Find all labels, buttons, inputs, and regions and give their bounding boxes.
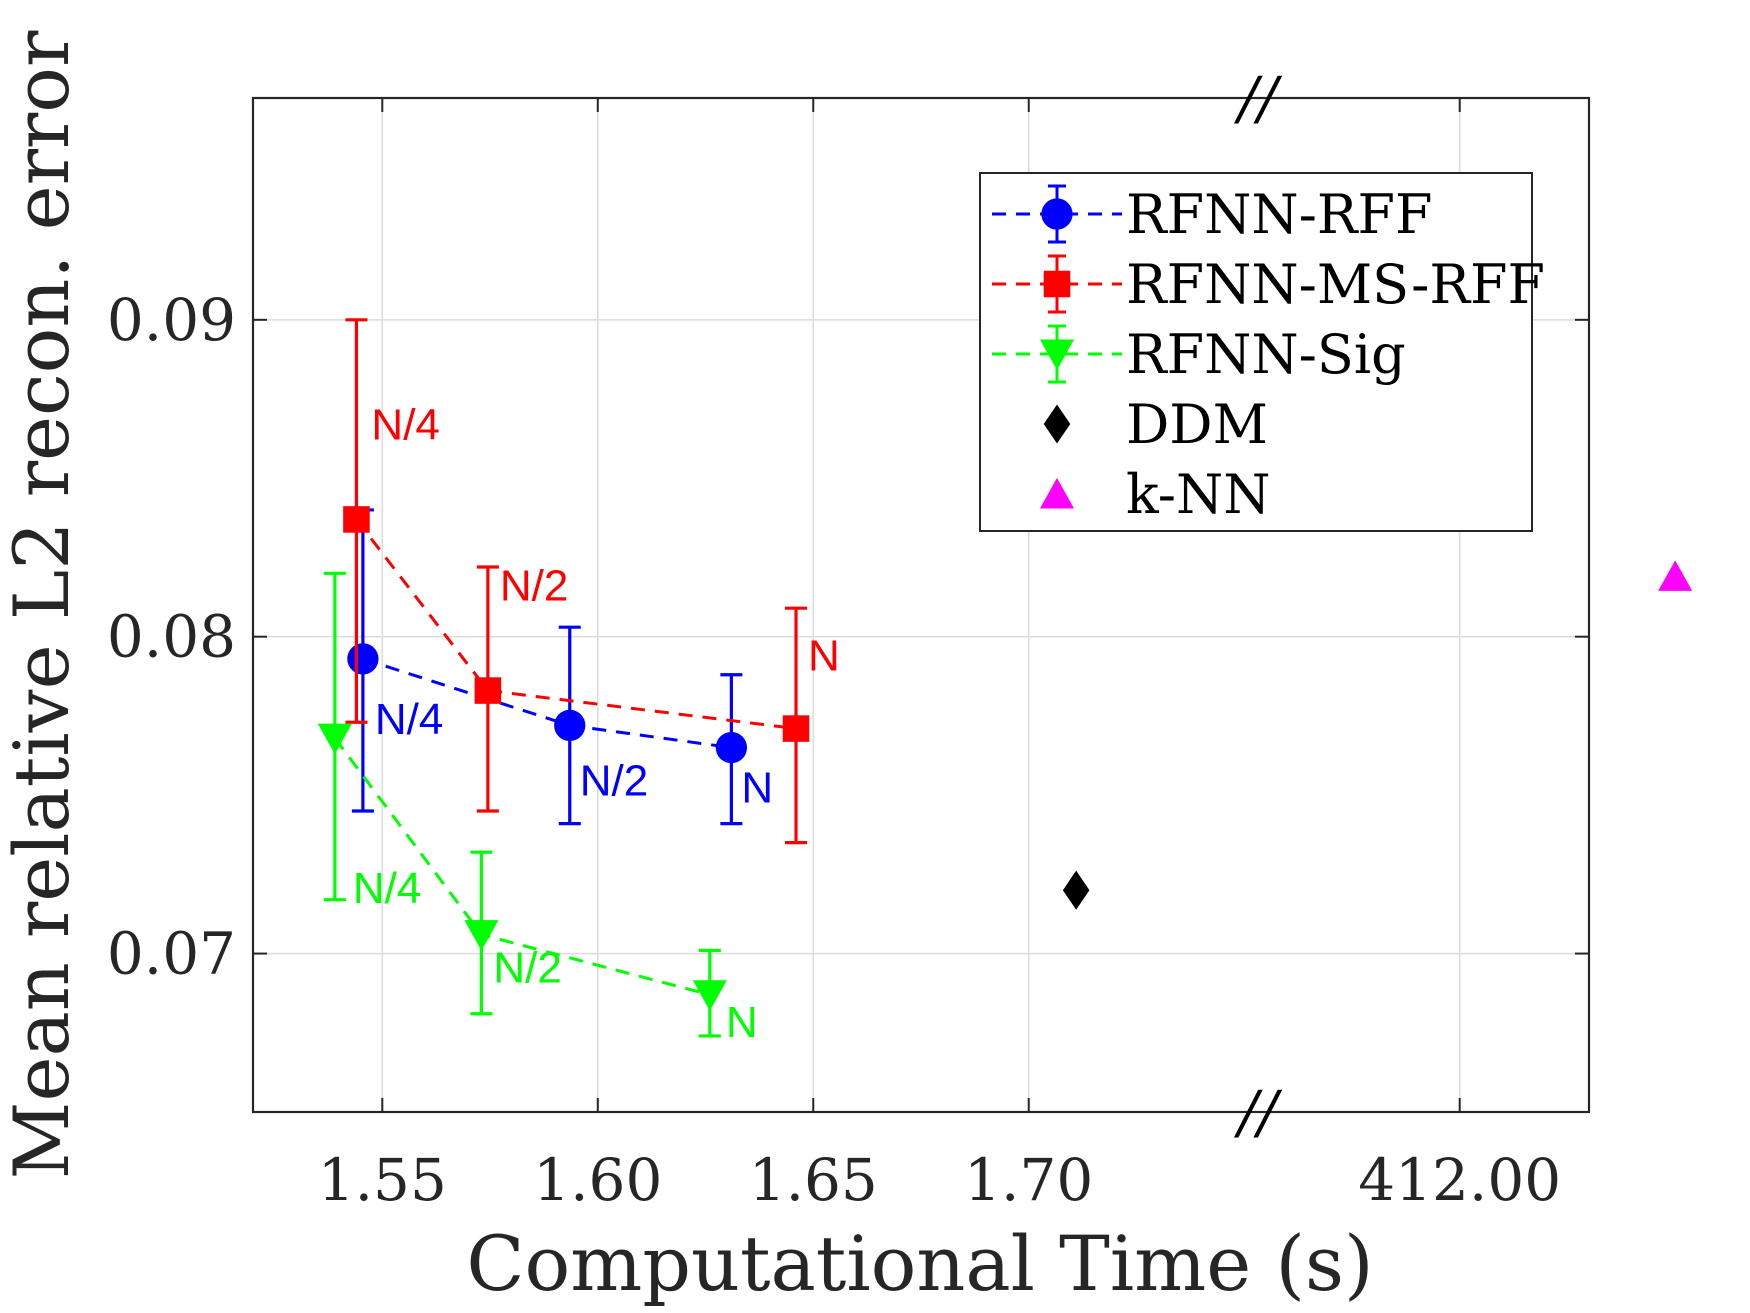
circle-marker — [715, 731, 748, 764]
legend-entry: RFNN-MS-RFF — [992, 253, 1545, 316]
point-label: N/4 — [353, 864, 421, 913]
y-axis-label: Mean relative L2 recon. error — [0, 30, 86, 1179]
x-tick-label: 1.70 — [964, 1146, 1093, 1214]
x-tick-label: 1.55 — [318, 1146, 447, 1214]
point-label: N/4 — [375, 695, 443, 744]
triangle-down-marker — [464, 920, 499, 951]
point-label: N/4 — [371, 400, 439, 449]
series-k-nn — [1658, 560, 1693, 591]
series-rfnn-sig: N/4 N/2 N — [317, 571, 758, 1047]
legend-entry: RFNN-Sig — [992, 323, 1406, 386]
point-label: N — [726, 998, 758, 1047]
legend-label: RFNN-MS-RFF — [1126, 253, 1545, 316]
square-marker — [343, 506, 370, 533]
diamond-marker — [1043, 404, 1071, 444]
series-ddm — [1062, 870, 1090, 910]
diamond-marker — [1062, 870, 1090, 910]
legend: RFNN-RFF RFNN-MS-RFF RFNN-Sig DDM k-NN — [979, 172, 1545, 532]
triangle-down-marker — [1040, 339, 1074, 371]
x-axis-label: Computational Time (s) — [466, 1219, 1373, 1308]
axis-ticks: 1.55 1.60 1.65 1.70 412.00 0.07 0.08 0.09 — [107, 98, 1589, 1214]
point-label: N/2 — [580, 756, 648, 805]
legend-entry: DDM — [1043, 393, 1268, 456]
y-tick-label: 0.09 — [107, 286, 236, 354]
axis-break-mark: // — [1233, 64, 1283, 132]
legend-label: RFNN-Sig — [1126, 323, 1406, 386]
square-marker — [474, 677, 502, 704]
legend-label: RFNN-RFF — [1126, 183, 1432, 246]
plot-frame — [251, 96, 1591, 1114]
y-tick-label: 0.08 — [107, 603, 236, 671]
triangle-down-marker — [317, 723, 352, 755]
point-label: N — [808, 632, 840, 681]
x-tick-label: 1.60 — [533, 1146, 662, 1214]
triangle-up-marker — [1040, 477, 1074, 509]
axis-break-marks: // // — [1233, 64, 1283, 1146]
circle-marker — [347, 643, 379, 675]
circle-marker — [1041, 198, 1073, 230]
x-tick-label: 412.00 — [1358, 1146, 1561, 1214]
axis-break-mark: // — [1233, 1078, 1283, 1146]
circle-marker — [554, 709, 586, 742]
square-marker — [1043, 270, 1071, 298]
point-label: N — [741, 764, 773, 813]
legend-entry: k-NN — [1040, 463, 1271, 526]
legend-entry: RFNN-RFF — [992, 183, 1432, 246]
series-layer: N/4 N/2 N N/4 N/2 N N/4 N/2 N — [317, 318, 1693, 1047]
triangle-up-marker — [1658, 560, 1693, 591]
series-rfnn-rff: N/4 N/2 N — [347, 508, 773, 826]
legend-label: DDM — [1126, 393, 1268, 456]
y-tick-label: 0.07 — [107, 920, 236, 988]
point-label: N/2 — [500, 562, 568, 611]
square-marker — [782, 715, 810, 742]
legend-label: k-NN — [1126, 463, 1271, 526]
legend-box — [979, 172, 1533, 532]
x-tick-label: 1.65 — [749, 1146, 878, 1214]
triangle-down-marker — [692, 980, 727, 1011]
series-rfnn-ms-rff: N/4 N/2 N — [343, 318, 840, 845]
point-label: N/2 — [493, 944, 561, 993]
